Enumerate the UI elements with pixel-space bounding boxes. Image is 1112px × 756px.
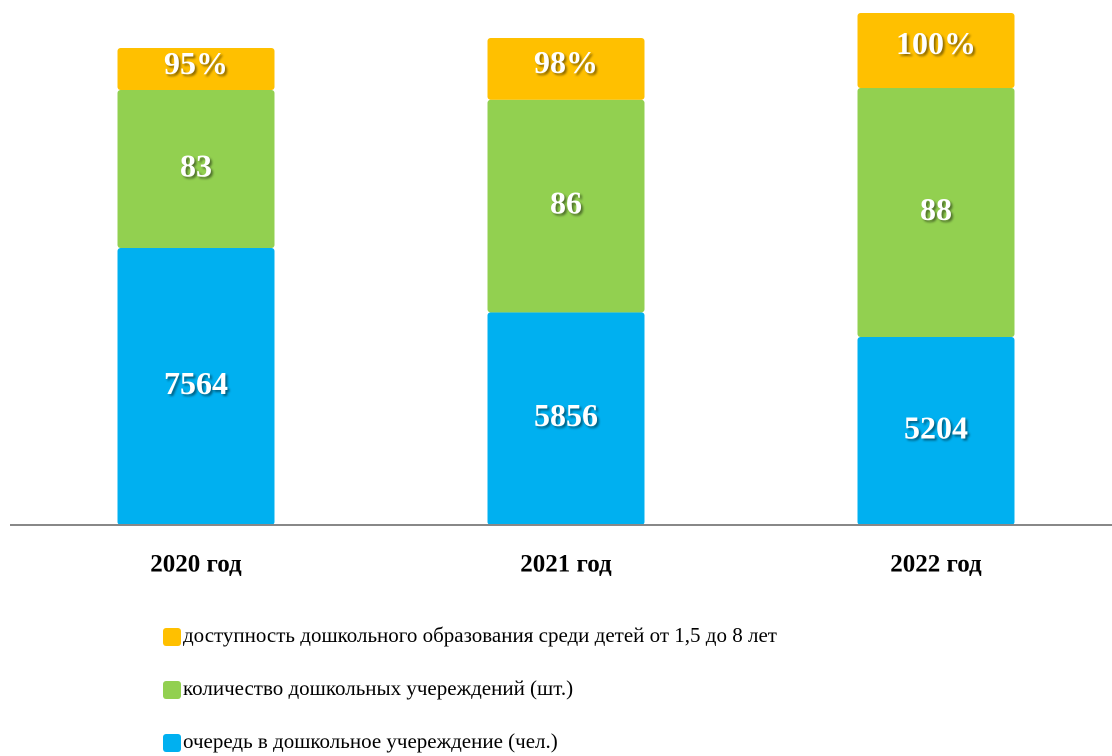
legend-swatch bbox=[163, 681, 181, 699]
bar-segment bbox=[857, 13, 1015, 88]
bar-segment bbox=[857, 337, 1015, 525]
legend-label: количество дошкольных учереждений (шт.) bbox=[183, 676, 573, 700]
legend-label: доступность дошкольного образования сред… bbox=[183, 623, 777, 647]
data-label: 7564 bbox=[164, 365, 228, 401]
bar-segment bbox=[487, 99, 645, 313]
bar-segment bbox=[487, 312, 645, 525]
data-label: 95% bbox=[164, 45, 228, 81]
data-label: 100% bbox=[896, 25, 976, 61]
data-label: 88 bbox=[920, 191, 952, 227]
legend-label: очередь в дошкольное учереждение (чел.) bbox=[183, 729, 558, 753]
x-tick-label: 2020 год bbox=[150, 551, 242, 578]
legend-swatch bbox=[163, 734, 181, 752]
data-label: 5204 bbox=[904, 409, 968, 445]
x-tick-label: 2022 год bbox=[890, 551, 982, 578]
legend-swatch bbox=[163, 628, 181, 646]
bar-segment bbox=[117, 248, 275, 525]
data-label: 98% bbox=[534, 44, 598, 80]
bar-segment bbox=[857, 88, 1015, 337]
data-label: 86 bbox=[550, 184, 582, 220]
bar-segment bbox=[487, 38, 645, 100]
data-label: 83 bbox=[180, 147, 212, 183]
bar-segment bbox=[117, 48, 275, 90]
x-tick-label: 2021 год bbox=[520, 551, 612, 578]
bar-segment bbox=[117, 90, 275, 248]
data-label: 5856 bbox=[534, 397, 598, 433]
